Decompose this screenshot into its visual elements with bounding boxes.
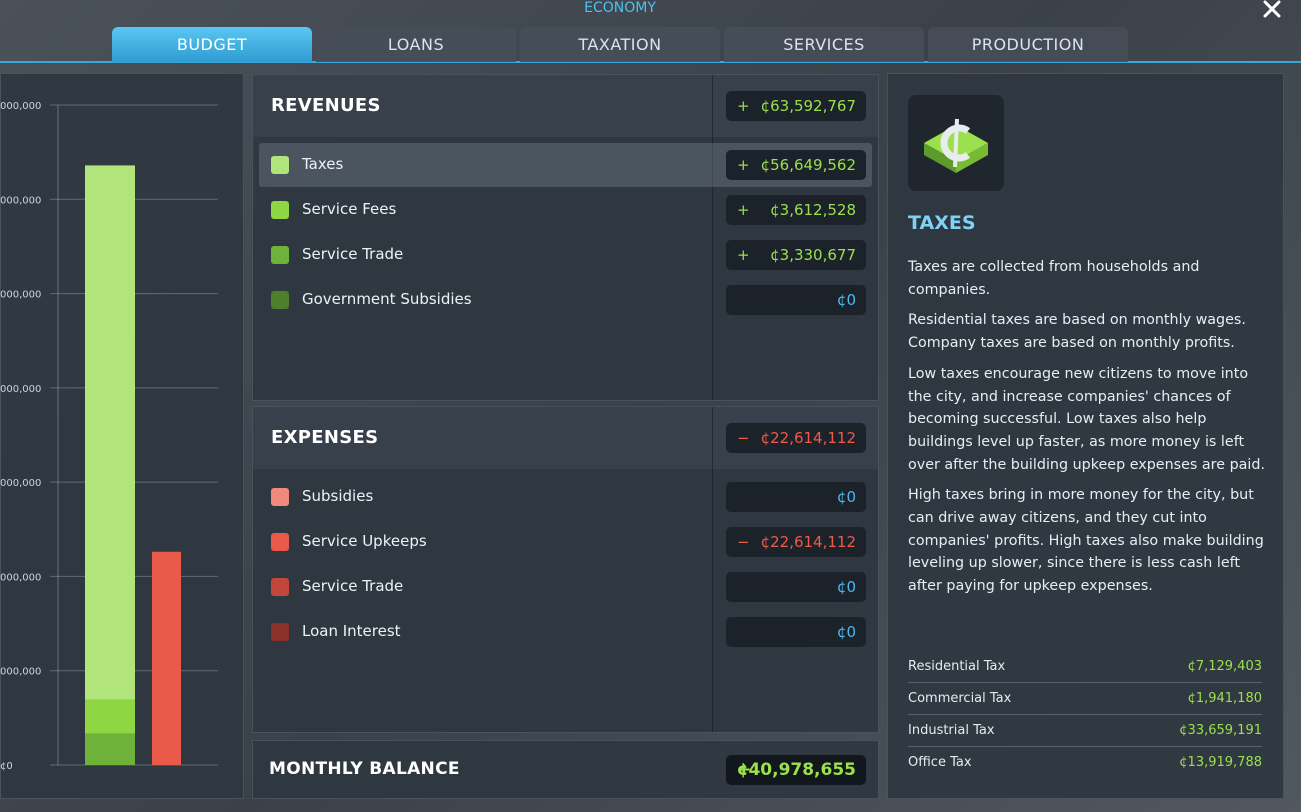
y-tick-label: ¢0 — [0, 761, 13, 772]
item-name: Government Subsidies — [302, 290, 472, 308]
sign: + — [737, 201, 750, 219]
breakdown-amount: ¢1,941,180 — [1187, 691, 1262, 706]
sign: − — [737, 429, 750, 447]
y-tick-label: 000,000 — [0, 290, 41, 301]
amount: ¢0 — [836, 488, 856, 506]
sign: − — [737, 533, 750, 551]
section-title: EXPENSES — [271, 427, 379, 448]
color-swatch — [271, 291, 289, 309]
bar-segment — [85, 699, 135, 734]
tab-underline — [0, 61, 1301, 63]
tab[interactable]: PRODUCTION — [928, 27, 1128, 62]
paragraph: Low taxes encourage new citizens to move… — [908, 365, 1265, 473]
breakdown-amount: ¢13,919,788 — [1179, 755, 1262, 770]
breakdown-name: Residential Tax — [908, 659, 1006, 674]
amount: ¢0 — [836, 623, 856, 641]
amount: ¢63,592,767 — [760, 97, 856, 115]
section-title: REVENUES — [271, 95, 381, 116]
item-amount: − ¢22,614,112 — [726, 527, 866, 557]
breakdown-amount: ¢33,659,191 — [1179, 723, 1262, 738]
paragraph: Residential taxes are based on monthly w… — [908, 312, 1246, 352]
amount: ¢0 — [836, 578, 856, 596]
item-amount: ¢0 — [726, 285, 866, 315]
paragraph: High taxes bring in more money for the c… — [908, 487, 1264, 595]
amount: ¢56,649,562 — [760, 156, 856, 174]
balance-amount: + ¢40,978,655 — [726, 755, 866, 785]
bar-segment — [85, 165, 135, 700]
amount: ¢40,978,655 — [736, 760, 856, 780]
color-swatch — [271, 488, 289, 506]
y-tick-label: 000,000 — [0, 195, 41, 206]
amount: ¢22,614,112 — [760, 533, 856, 551]
breakdown-amount: ¢7,129,403 — [1187, 659, 1262, 674]
amount: ¢3,330,677 — [770, 246, 856, 264]
close-button[interactable] — [1262, 0, 1284, 18]
bar-segment — [85, 733, 135, 765]
item-name: Service Trade — [302, 245, 404, 263]
info-icon-frame — [908, 95, 1004, 191]
sign: + — [737, 760, 752, 780]
y-tick-label: 000,000 — [0, 667, 41, 678]
info-title: TAXES — [908, 212, 976, 234]
item-amount: + ¢3,330,677 — [726, 240, 866, 270]
y-tick-label: 000,000 — [0, 101, 41, 112]
color-swatch — [271, 533, 289, 551]
sign: + — [737, 246, 750, 264]
color-swatch — [271, 201, 289, 219]
y-tick-label: 000,000 — [0, 572, 41, 583]
section-total: − ¢22,614,112 — [726, 423, 866, 453]
breakdown-divider — [908, 746, 1262, 747]
tab[interactable]: BUDGET — [112, 27, 312, 62]
screen-title: ECONOMY — [584, 0, 656, 16]
bar-segment — [152, 551, 181, 765]
color-swatch — [271, 623, 289, 641]
balance-title: MONTHLY BALANCE — [269, 759, 460, 779]
y-tick-label: 000,000 — [0, 478, 41, 489]
tab[interactable]: LOANS — [316, 27, 516, 62]
item-name: Loan Interest — [302, 622, 401, 640]
item-amount: ¢0 — [726, 617, 866, 647]
color-swatch — [271, 156, 289, 174]
breakdown-name: Commercial Tax — [908, 691, 1012, 706]
taxes-icon — [924, 118, 988, 173]
item-name: Service Fees — [302, 200, 397, 218]
breakdown-divider — [908, 682, 1262, 683]
section-total: + ¢63,592,767 — [726, 91, 866, 121]
section-divider — [712, 75, 713, 400]
item-name: Service Trade — [302, 577, 404, 595]
item-amount: + ¢56,649,562 — [726, 150, 866, 180]
breakdown-name: Industrial Tax — [908, 723, 995, 738]
info-text: Taxes are collected from households and … — [908, 256, 1270, 606]
sign: + — [737, 156, 750, 174]
tab[interactable]: SERVICES — [724, 27, 924, 62]
amount: ¢3,612,528 — [770, 201, 856, 219]
amount: ¢0 — [836, 291, 856, 309]
paragraph: Taxes are collected from households and … — [908, 259, 1200, 298]
color-swatch — [271, 578, 289, 596]
breakdown-divider — [908, 714, 1262, 715]
item-amount: ¢0 — [726, 572, 866, 602]
breakdown-name: Office Tax — [908, 755, 972, 770]
section-divider — [712, 407, 713, 732]
item-name: Subsidies — [302, 487, 374, 505]
sign: + — [737, 97, 750, 115]
tab[interactable]: TAXATION — [520, 27, 720, 62]
budget-chart: ¢0 000,000 000,000 000,000 000,000 000,000 000… — [0, 101, 218, 772]
item-amount: + ¢3,612,528 — [726, 195, 866, 225]
item-amount: ¢0 — [726, 482, 866, 512]
y-tick-label: 000,000 — [0, 384, 41, 395]
info-panel — [887, 73, 1284, 799]
color-swatch — [271, 246, 289, 264]
item-name: Taxes — [302, 155, 344, 173]
amount: ¢22,614,112 — [760, 429, 856, 447]
item-name: Service Upkeeps — [302, 532, 427, 550]
